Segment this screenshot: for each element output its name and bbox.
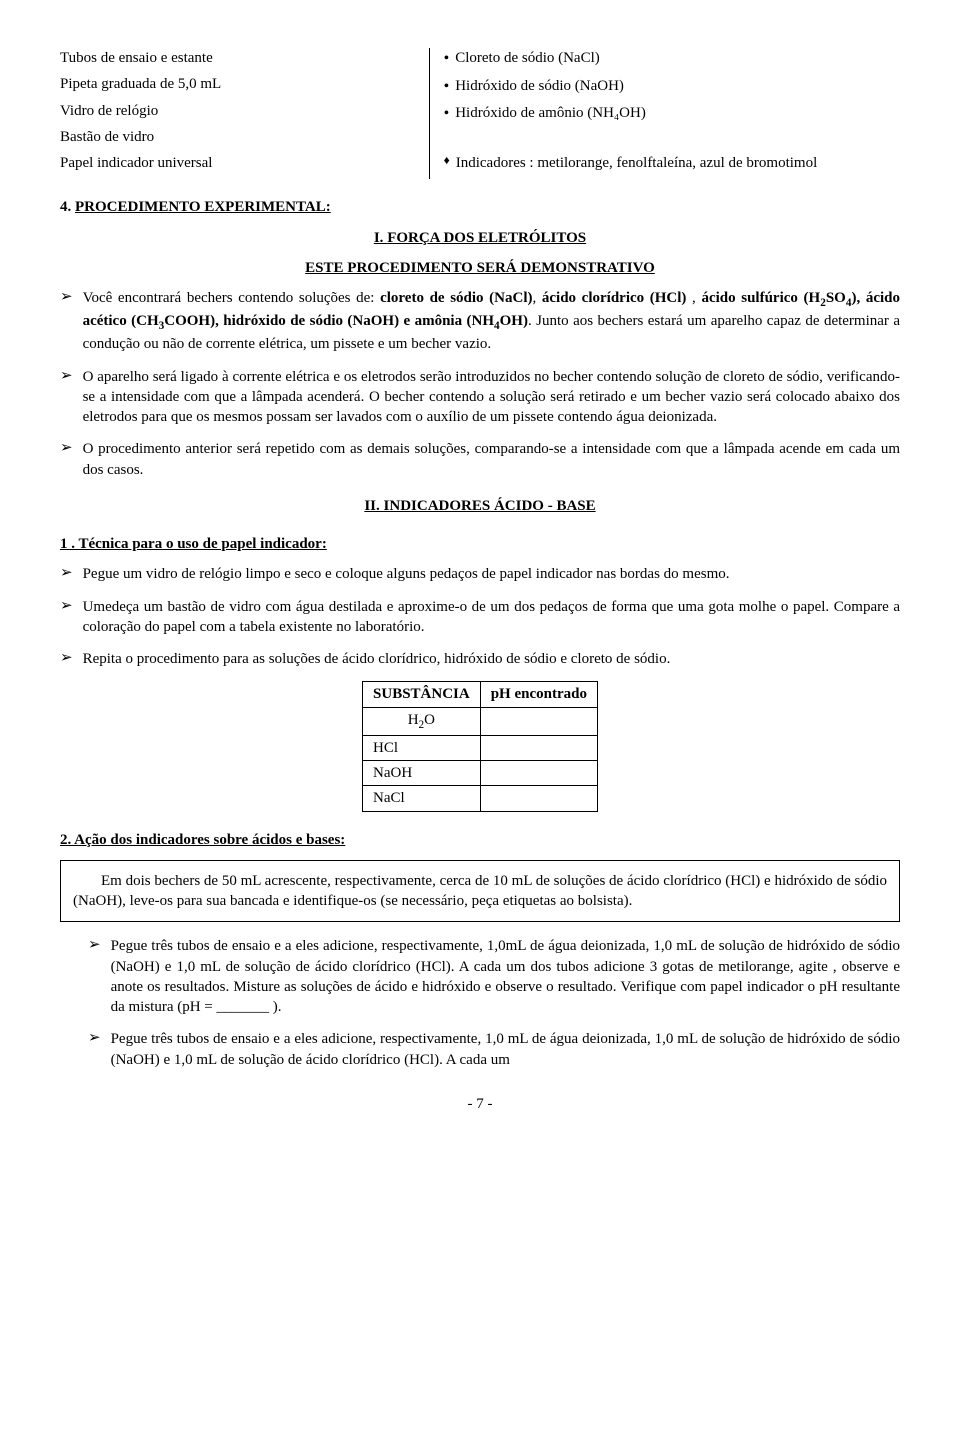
tech2-item: ➢ Pegue três tubos de ensaio e a eles ad… bbox=[60, 936, 900, 1017]
indicator-item: Indicadores : metilorange, fenolftaleína… bbox=[444, 153, 900, 173]
materials-two-col: Tubos de ensaio e estante Pipeta graduad… bbox=[60, 48, 900, 179]
boxed-text: Em dois bechers de 50 mL acrescente, res… bbox=[73, 873, 887, 909]
proc-text: O aparelho será ligado à corrente elétri… bbox=[83, 367, 900, 428]
cell bbox=[480, 735, 597, 760]
arrow-icon: ➢ bbox=[60, 288, 73, 308]
arrow-icon: ➢ bbox=[88, 1029, 101, 1049]
proc-item: ➢ O procedimento anterior será repetido … bbox=[60, 439, 900, 480]
tech1-item: ➢ Umedeça um bastão de vidro com água de… bbox=[60, 597, 900, 638]
col-ph: pH encontrado bbox=[480, 682, 597, 707]
proc-text: O procedimento anterior será repetido co… bbox=[83, 439, 900, 480]
reagent-item: Hidróxido de sódio (NaOH) bbox=[444, 76, 900, 98]
material-item: Pipeta graduada de 5,0 mL bbox=[60, 74, 417, 94]
ii-text: INDICADORES ÁCIDO - BASE bbox=[384, 498, 596, 514]
heading-prefix: 4. bbox=[60, 199, 75, 215]
material-item: Papel indicador universal bbox=[60, 153, 417, 173]
reagent-text: Hidróxido de amônio (NH₄OH) bbox=[455, 103, 646, 123]
tech1-text: Pegue um vidro de relógio limpo e seco e… bbox=[83, 564, 900, 584]
proc-item: ➢ Você encontrará bechers contendo soluç… bbox=[60, 288, 900, 355]
material-text: Vidro de relógio bbox=[60, 101, 158, 121]
demo-a: ESTE PROCEDIMENTO bbox=[305, 260, 476, 276]
tech1-item: ➢ Pegue um vidro de relógio limpo e seco… bbox=[60, 564, 900, 584]
cell bbox=[480, 786, 597, 811]
proc-text: Você encontrará bechers contendo soluçõe… bbox=[83, 288, 900, 355]
material-text: Bastão de vidro bbox=[60, 127, 154, 147]
tech1-heading: 1 . Técnica para o uso de papel indicado… bbox=[60, 534, 900, 554]
demo-b: SERÁ bbox=[477, 260, 517, 276]
table-row: H2O bbox=[363, 707, 598, 735]
ph-table: SUBSTÂNCIA pH encontrado H2O HCl NaOH Na… bbox=[362, 681, 598, 811]
heading-text: PROCEDIMENTO EXPERIMENTAL: bbox=[75, 199, 331, 215]
material-item: Vidro de relógio bbox=[60, 101, 417, 121]
reagent-text: Cloreto de sódio (NaCl) bbox=[455, 48, 600, 68]
arrow-icon: ➢ bbox=[60, 649, 73, 669]
reagent-item: Hidróxido de amônio (NH₄OH) bbox=[444, 103, 900, 125]
sub-i-text: FORÇA DOS ELETRÓLITOS bbox=[387, 230, 586, 246]
table-header-row: SUBSTÂNCIA pH encontrado bbox=[363, 682, 598, 707]
boxed-instruction: Em dois bechers de 50 mL acrescente, res… bbox=[60, 860, 900, 923]
material-text: Papel indicador universal bbox=[60, 153, 212, 173]
arrow-icon: ➢ bbox=[60, 597, 73, 617]
section-ii-heading: II. INDICADORES ÁCIDO - BASE bbox=[60, 496, 900, 516]
arrow-icon: ➢ bbox=[60, 564, 73, 584]
tech2-heading: 2. Ação dos indicadores sobre ácidos e b… bbox=[60, 830, 900, 850]
arrow-icon: ➢ bbox=[60, 367, 73, 387]
material-item: Tubos de ensaio e estante bbox=[60, 48, 417, 68]
table-row: NaOH bbox=[363, 761, 598, 786]
reagent-item: Cloreto de sódio (NaCl) bbox=[444, 48, 900, 70]
ii-prefix: II. bbox=[364, 498, 383, 514]
tech2-text: Pegue três tubos de ensaio e a eles adic… bbox=[111, 936, 900, 1017]
tech2-text: Pegue três tubos de ensaio e a eles adic… bbox=[111, 1029, 900, 1070]
materials-left: Tubos de ensaio e estante Pipeta graduad… bbox=[60, 48, 430, 179]
arrow-icon: ➢ bbox=[88, 936, 101, 956]
cell: H2O bbox=[363, 707, 481, 735]
tech2-item: ➢ Pegue três tubos de ensaio e a eles ad… bbox=[60, 1029, 900, 1070]
tech1-item: ➢ Repita o procedimento para as soluções… bbox=[60, 649, 900, 669]
cell bbox=[480, 761, 597, 786]
sub-i-heading: I. FORÇA DOS ELETRÓLITOS bbox=[60, 228, 900, 248]
tech1-text: Umedeça um bastão de vidro com água dest… bbox=[83, 597, 900, 638]
cell bbox=[480, 707, 597, 735]
sub-demo-line: ESTE PROCEDIMENTO SERÁ DEMONSTRATIVO bbox=[60, 258, 900, 278]
material-text: Pipeta graduada de 5,0 mL bbox=[60, 74, 221, 94]
section-4-heading: 4. PROCEDIMENTO EXPERIMENTAL: bbox=[60, 197, 900, 217]
page-number: - 7 - bbox=[60, 1094, 900, 1114]
material-item: Bastão de vidro bbox=[60, 127, 417, 147]
cell: NaOH bbox=[363, 761, 481, 786]
material-text: Tubos de ensaio e estante bbox=[60, 48, 213, 68]
demo-c: DEMONSTRATIVO bbox=[517, 260, 655, 276]
table-row: NaCl bbox=[363, 786, 598, 811]
cell: NaCl bbox=[363, 786, 481, 811]
proc-item: ➢ O aparelho será ligado à corrente elét… bbox=[60, 367, 900, 428]
col-substance: SUBSTÂNCIA bbox=[363, 682, 481, 707]
indicator-text: Indicadores : metilorange, fenolftaleína… bbox=[456, 153, 818, 173]
tech1-text: Repita o procedimento para as soluções d… bbox=[83, 649, 900, 669]
reagent-text: Hidróxido de sódio (NaOH) bbox=[455, 76, 624, 96]
materials-right: Cloreto de sódio (NaCl) Hidróxido de sód… bbox=[430, 48, 900, 179]
table-row: HCl bbox=[363, 735, 598, 760]
arrow-icon: ➢ bbox=[60, 439, 73, 459]
sub-i-prefix: I. bbox=[374, 230, 387, 246]
cell: HCl bbox=[363, 735, 481, 760]
